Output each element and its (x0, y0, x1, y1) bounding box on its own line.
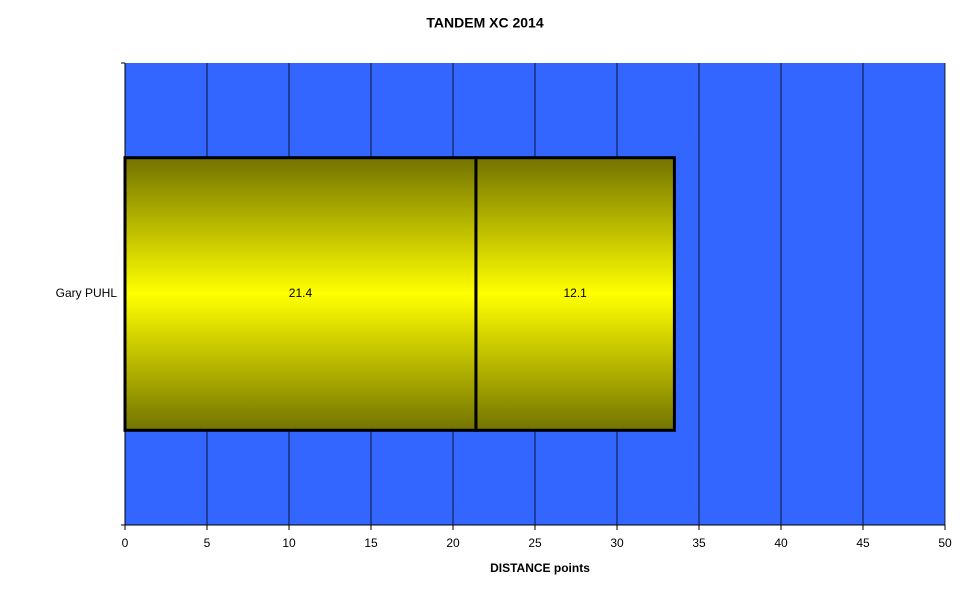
x-axis-label: DISTANCE points (490, 561, 590, 575)
x-tick-label: 10 (282, 536, 296, 550)
x-tick-label: 25 (528, 536, 542, 550)
x-tick-label: 50 (938, 536, 952, 550)
data-label: 12.1 (564, 286, 588, 300)
x-tick-label: 45 (856, 536, 870, 550)
x-tick-label: 0 (122, 536, 129, 550)
y-tick-label: Gary PUHL (56, 286, 118, 300)
x-tick-label: 30 (610, 536, 624, 550)
chart-title: TANDEM XC 2014 (426, 15, 543, 31)
x-tick-label: 15 (364, 536, 378, 550)
x-tick-label: 35 (692, 536, 706, 550)
x-tick-label: 20 (446, 536, 460, 550)
data-label: 21.4 (289, 286, 313, 300)
x-tick-label: 5 (204, 536, 211, 550)
bar-segment (123, 156, 478, 432)
bar-segment (474, 156, 676, 432)
x-tick-label: 40 (774, 536, 788, 550)
